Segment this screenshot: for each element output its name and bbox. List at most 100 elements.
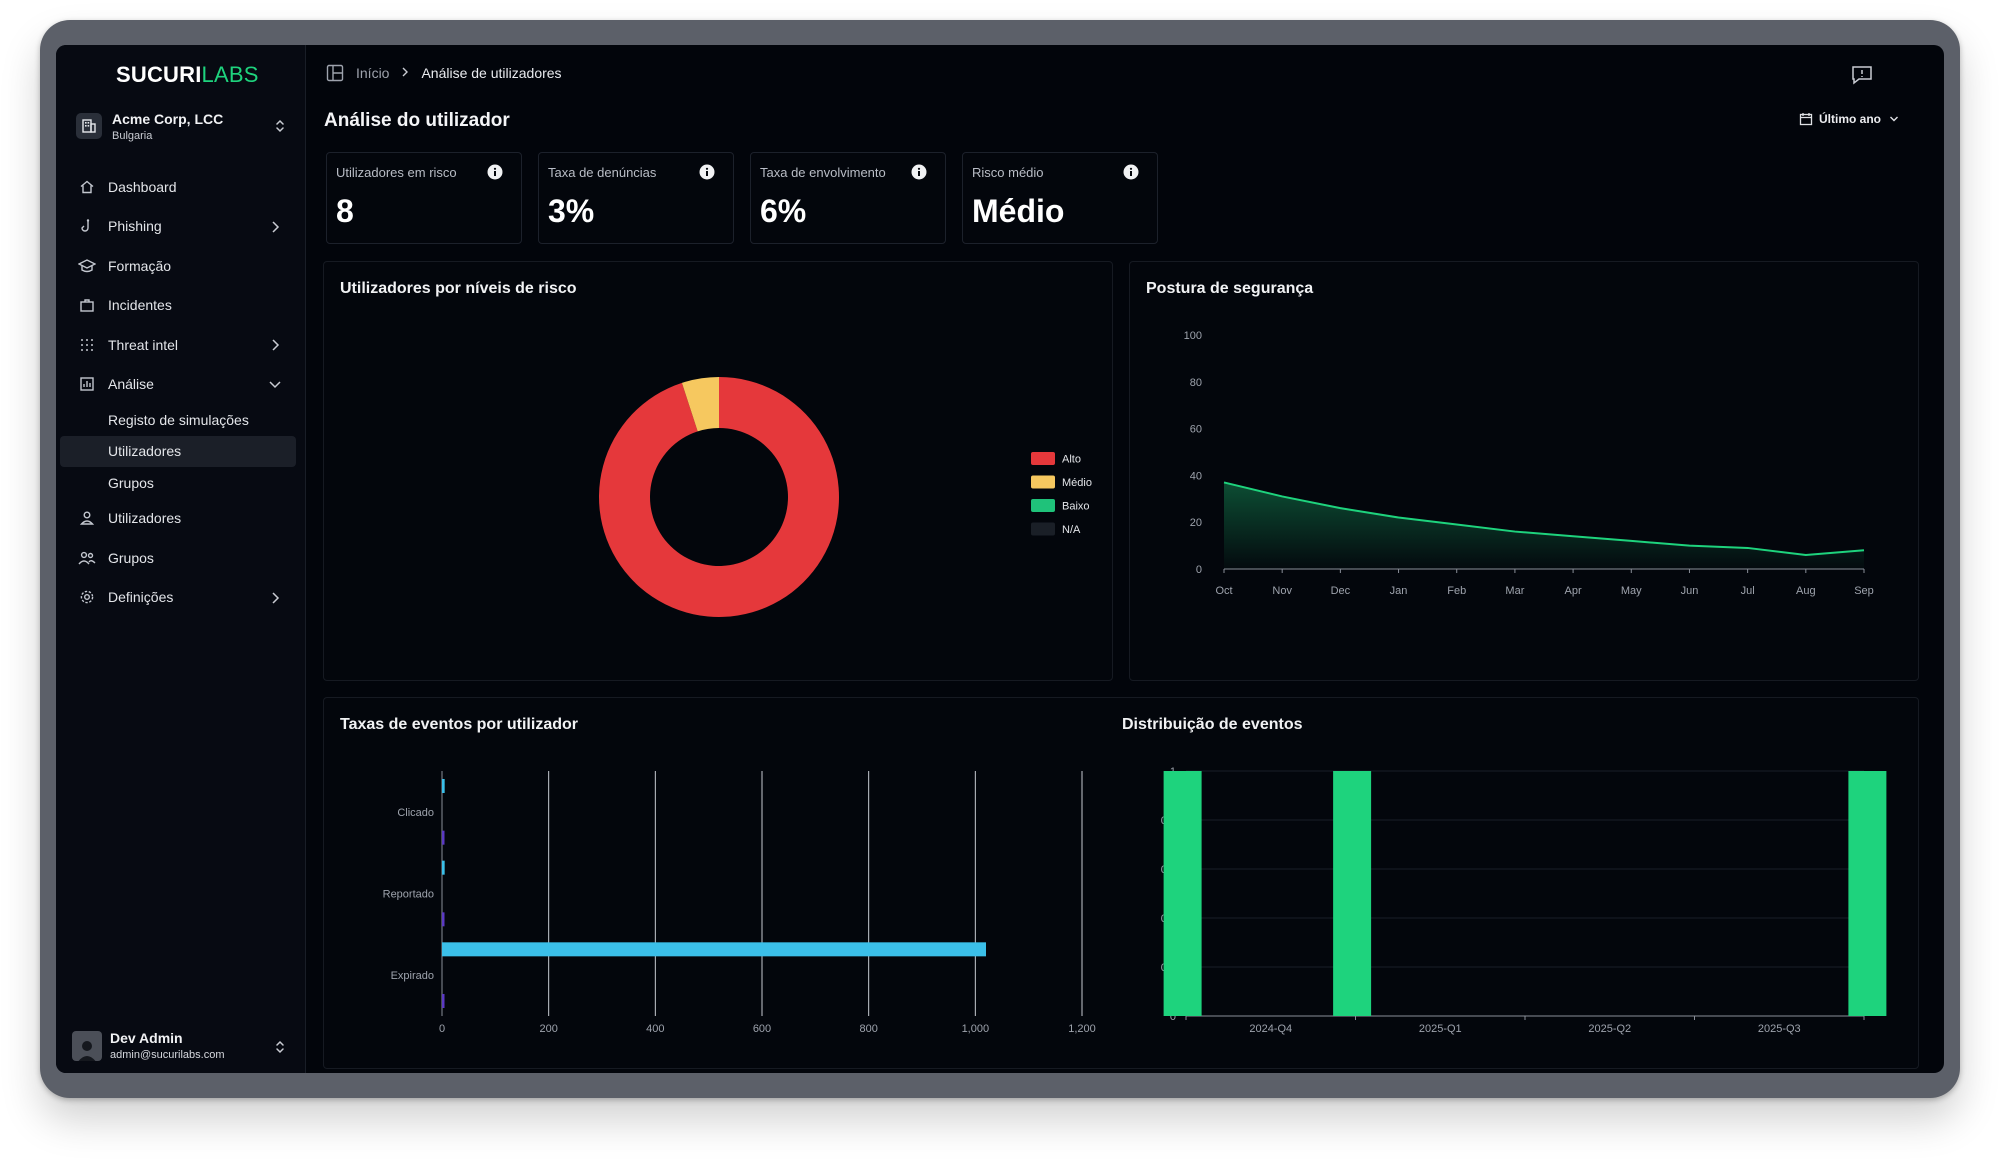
device-frame: SUCURILABS Acme Corp, LCC Bulgaria Dashb… xyxy=(40,20,1960,1098)
calendar-icon xyxy=(1799,113,1813,126)
sidebar-item-label: Incidentes xyxy=(108,297,172,314)
fishhook-icon xyxy=(78,217,96,235)
x-tick-label: Aug xyxy=(1796,585,1816,597)
chevron-down-icon xyxy=(1890,116,1898,122)
sidebar-item-label: Utilizadores xyxy=(108,510,182,527)
chevron-right-icon xyxy=(401,65,409,81)
donut-slice xyxy=(681,377,719,432)
dot-grid-icon xyxy=(78,336,96,354)
sidebar-toggle-icon[interactable] xyxy=(326,64,344,82)
kpi-label: Risco médio xyxy=(972,165,1044,180)
user-menu[interactable]: Dev Admin admin@sucurilabs.com xyxy=(72,1028,290,1068)
sidebar-subitem-utilizadores[interactable]: Utilizadores xyxy=(60,435,296,467)
briefcase-icon xyxy=(78,296,96,314)
sidebar-item-threat-intel[interactable]: Threat intel xyxy=(60,325,300,365)
x-tick-label: 2025-Q2 xyxy=(1588,1023,1631,1035)
sidebar: SUCURILABS Acme Corp, LCC Bulgaria Dashb… xyxy=(56,45,306,1073)
sidebar-nav: Dashboard Phishing Formação Incidentes xyxy=(60,167,300,617)
kpi-label: Utilizadores em risco xyxy=(336,165,457,180)
building-icon xyxy=(76,113,102,139)
x-tick-label: 200 xyxy=(539,1023,557,1035)
info-icon[interactable] xyxy=(1123,164,1139,180)
sidebar-item-dashboard[interactable]: Dashboard xyxy=(60,167,300,207)
chevron-right-icon xyxy=(272,591,280,604)
x-tick-label: 1,200 xyxy=(1068,1023,1096,1035)
kpi-value: 6% xyxy=(760,193,807,229)
bar-chart-icon xyxy=(78,375,96,393)
breadcrumb: Início Análise de utilizadores xyxy=(326,64,562,82)
users-icon xyxy=(78,549,96,567)
bar xyxy=(442,830,445,845)
x-tick-label: Oct xyxy=(1215,585,1232,597)
bar xyxy=(1848,771,1887,1016)
events-card: Taxas de eventos por utilizador Distribu… xyxy=(323,697,1919,1069)
y-tick-label: 0 xyxy=(1196,564,1202,576)
sidebar-item-label: Formação xyxy=(108,257,172,274)
info-icon[interactable] xyxy=(699,164,715,180)
x-tick-label: Apr xyxy=(1565,585,1582,597)
bar xyxy=(442,994,445,1008)
date-range-value: Último ano xyxy=(1819,112,1881,126)
card-title: Distribuição de eventos xyxy=(1122,716,1303,733)
org-switcher[interactable]: Acme Corp, LCC Bulgaria xyxy=(72,105,290,147)
y-tick-label: Clicado xyxy=(397,807,434,819)
app-screen: SUCURILABS Acme Corp, LCC Bulgaria Dashb… xyxy=(56,45,1944,1073)
sidebar-item-grupos[interactable]: Grupos xyxy=(60,538,300,578)
sidebar-subitem-grupos[interactable]: Grupos xyxy=(108,474,154,491)
x-tick-label: Feb xyxy=(1447,585,1466,597)
x-tick-label: 0 xyxy=(439,1023,445,1035)
kpi-card-at-risk: Utilizadores em risco 8 xyxy=(326,152,522,244)
home-icon xyxy=(78,178,96,196)
chevron-down-icon xyxy=(269,380,281,388)
sidebar-item-phishing[interactable]: Phishing xyxy=(60,207,300,247)
sidebar-item-analise[interactable]: Análise xyxy=(60,365,300,405)
bar xyxy=(1163,771,1202,1016)
page-title: Análise do utilizador xyxy=(324,110,510,131)
info-icon[interactable] xyxy=(487,164,503,180)
breadcrumb-home[interactable]: Início xyxy=(356,65,390,81)
x-tick-label: 600 xyxy=(753,1023,771,1035)
brand-part2: LABS xyxy=(201,62,259,87)
risk-donut-chart: Alto Médio Baixo N/A xyxy=(599,377,1092,617)
chevron-right-icon xyxy=(272,220,280,233)
donut-slice xyxy=(599,377,840,617)
avatar xyxy=(72,1031,102,1061)
sidebar-item-utilizadores[interactable]: Utilizadores xyxy=(60,499,300,539)
info-icon[interactable] xyxy=(911,164,927,180)
x-tick-label: Nov xyxy=(1272,585,1292,597)
gear-icon xyxy=(78,588,96,606)
brand-part1: SUCURI xyxy=(116,62,202,87)
kpi-value: 3% xyxy=(548,193,595,229)
sidebar-item-incidentes[interactable]: Incidentes xyxy=(60,286,300,326)
kpi-value: Médio xyxy=(972,193,1065,229)
security-posture-card: Postura de segurança 0 20 40 60 80 100 Oct Nov D… xyxy=(1129,261,1919,681)
sidebar-item-label: Definições xyxy=(108,589,174,606)
y-tick-label: 40 xyxy=(1190,470,1202,482)
bar xyxy=(1333,771,1372,1016)
x-tick-label: 2024-Q4 xyxy=(1249,1023,1292,1035)
y-tick-label: 20 xyxy=(1190,517,1202,529)
sidebar-item-definicoes[interactable]: Definições xyxy=(60,578,300,618)
brand-logo[interactable]: SUCURILABS xyxy=(116,62,259,88)
area-fill xyxy=(1224,482,1864,569)
user-email: admin@sucurilabs.com xyxy=(110,1049,225,1061)
legend-swatch xyxy=(1031,499,1055,512)
x-tick-label: Jan xyxy=(1390,585,1408,597)
message-icon[interactable] xyxy=(1851,65,1873,85)
breadcrumb-current: Análise de utilizadores xyxy=(421,65,562,81)
y-tick-label: Expirado xyxy=(391,970,434,982)
legend-label: Médio xyxy=(1062,477,1092,489)
x-tick-label: 1,000 xyxy=(962,1023,990,1035)
sidebar-subitem-registo[interactable]: Registo de simulações xyxy=(108,411,249,428)
sidebar-item-label: Análise xyxy=(108,376,154,393)
date-range-select[interactable]: Último ano xyxy=(1799,112,1899,126)
x-tick-label: 2025-Q3 xyxy=(1758,1023,1801,1035)
user-icon xyxy=(78,509,96,527)
sidebar-item-formacao[interactable]: Formação xyxy=(60,246,300,286)
legend-label: Baixo xyxy=(1062,501,1090,513)
area-line xyxy=(1223,481,1865,556)
x-tick-label: Sep xyxy=(1854,585,1874,597)
y-tick-label: 80 xyxy=(1190,377,1202,389)
graduation-cap-icon xyxy=(78,257,96,275)
user-name: Dev Admin xyxy=(110,1030,183,1046)
